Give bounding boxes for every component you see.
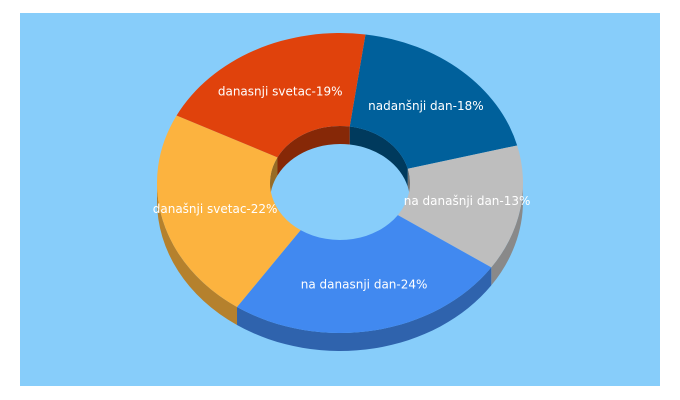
slice-2-top[interactable] bbox=[397, 145, 524, 268]
slice-4-inner-wall bbox=[270, 157, 278, 201]
slice-5-label: danasnji svetac-19% bbox=[218, 84, 343, 98]
slice-2-label: na današnji dan-13% bbox=[404, 194, 531, 208]
slice-3-label: na danasnji dan-24% bbox=[301, 278, 428, 292]
chart-panel: nadanšnji dan-18% na današnji dan-13% na d… bbox=[20, 13, 660, 386]
donut-chart: nadanšnji dan-18% na današnji dan-13% na d… bbox=[20, 13, 660, 386]
slice-4-top[interactable] bbox=[156, 115, 301, 307]
slice-5-inner-wall bbox=[277, 125, 350, 176]
slice-3-top[interactable] bbox=[237, 215, 492, 334]
slice-2-side-wall bbox=[491, 183, 523, 286]
slice-1-label: nadanšnji dan-18% bbox=[368, 99, 483, 113]
slice-1-top[interactable] bbox=[349, 34, 518, 169]
slice-5-top[interactable] bbox=[176, 32, 366, 158]
slice-4-label: današnji svetac-22% bbox=[153, 202, 278, 216]
slice-3-side-wall bbox=[237, 267, 492, 352]
slice-1-inner-wall bbox=[349, 126, 408, 187]
slice-4-side-wall bbox=[157, 183, 238, 325]
